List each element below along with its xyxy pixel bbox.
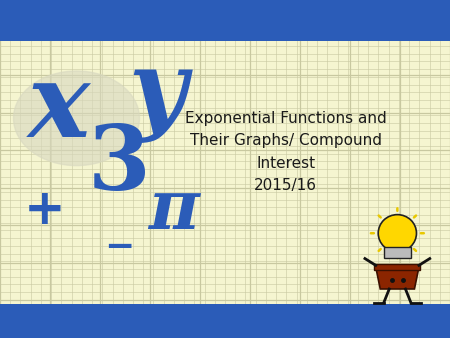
Polygon shape [376,267,419,289]
FancyBboxPatch shape [374,264,420,270]
Text: −: − [104,230,135,264]
Text: +: + [24,186,66,234]
FancyBboxPatch shape [0,304,450,338]
Text: Exponential Functions and
Their Graphs/ Compound
Interest
2015/16: Exponential Functions and Their Graphs/ … [185,111,387,193]
Ellipse shape [378,215,417,252]
Text: π: π [148,176,199,243]
Text: 3: 3 [88,122,151,209]
Circle shape [14,71,140,166]
Text: x: x [27,57,90,159]
FancyBboxPatch shape [0,0,450,41]
Text: y: y [128,46,187,143]
FancyBboxPatch shape [384,247,411,258]
